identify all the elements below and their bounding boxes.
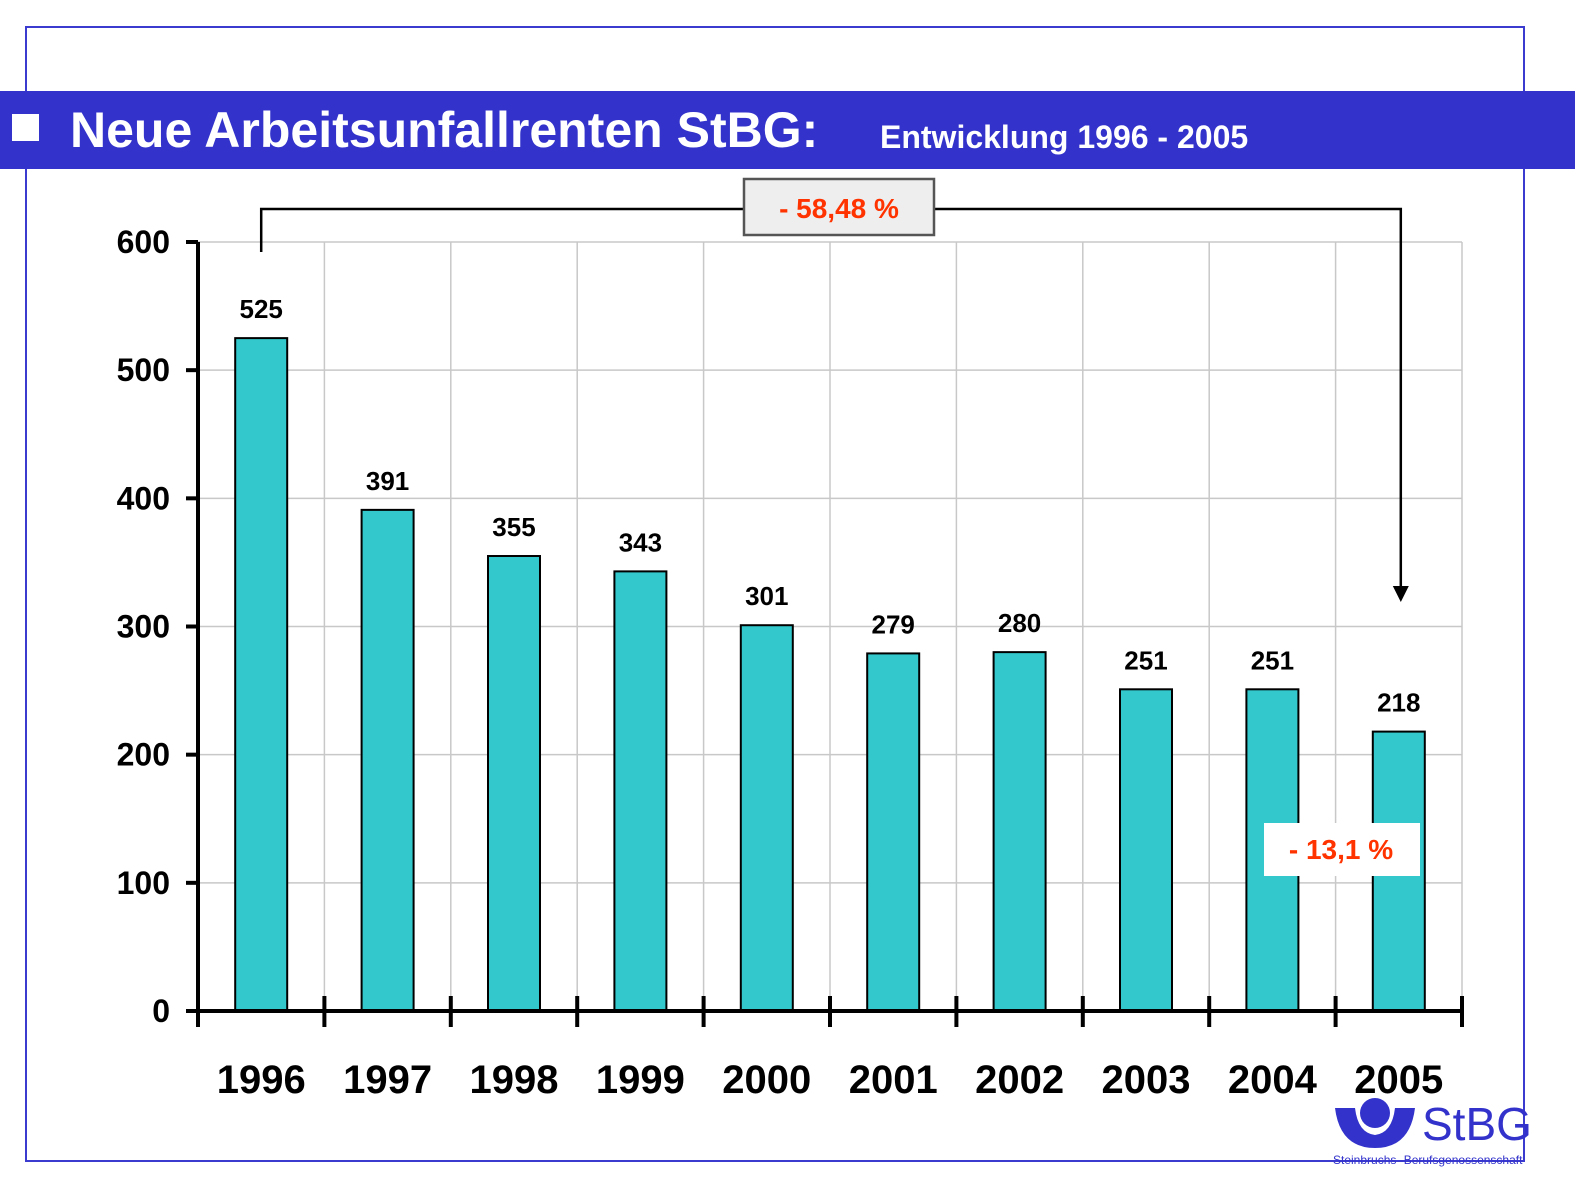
- slide-title: Neue Arbeitsunfallrenten StBG:: [70, 102, 819, 158]
- x-tick-label: 2004: [1228, 1058, 1318, 1102]
- x-tick-label: 2003: [1102, 1058, 1191, 1102]
- y-tick-label: 300: [117, 609, 170, 645]
- annotation-total-change: - 58,48 %: [779, 193, 899, 224]
- data-label: 251: [1124, 645, 1167, 675]
- data-label: 251: [1251, 645, 1294, 675]
- data-label: 391: [366, 466, 409, 496]
- y-tick-label: 200: [117, 737, 170, 773]
- y-tick-label: 100: [117, 865, 170, 901]
- arrow-head-icon: [1392, 586, 1409, 602]
- logo-emblem-icon: [1335, 1098, 1415, 1148]
- bracket-line: [259, 207, 1403, 590]
- bar-1998: [487, 555, 541, 1013]
- y-tick-label: 400: [117, 480, 170, 516]
- bar-2000: [739, 624, 794, 1012]
- bar-2001: [866, 652, 921, 1012]
- annotation-box-total: [742, 177, 936, 237]
- x-tick-label: 1996: [217, 1058, 306, 1102]
- y-tick-label: 600: [117, 224, 170, 260]
- data-label: 279: [872, 609, 915, 639]
- data-label: 525: [240, 294, 283, 324]
- bar-2002: [992, 651, 1047, 1013]
- y-tick-label: 500: [117, 352, 170, 388]
- bullet-square-icon: [12, 114, 39, 141]
- x-tick-label: 1997: [343, 1058, 432, 1102]
- data-label: 218: [1377, 688, 1420, 718]
- x-tick-label: 1999: [596, 1058, 685, 1102]
- data-label: 301: [745, 581, 788, 611]
- bar-2003: [1119, 688, 1173, 1013]
- data-label: 343: [619, 527, 662, 557]
- logo-subtitle: Steinbruchs -Berufsgenossenschaft: [1333, 1153, 1523, 1167]
- annotation-box-yearly: [1264, 823, 1420, 876]
- bar-1996: [234, 337, 289, 1012]
- y-tick-label: 0: [152, 993, 170, 1029]
- bar-1999: [613, 570, 668, 1012]
- x-tick-label: 2001: [849, 1058, 938, 1102]
- data-label: 280: [998, 608, 1041, 638]
- x-tick-label: 2002: [975, 1058, 1064, 1102]
- annotation-yearly-change: - 13,1 %: [1289, 834, 1393, 865]
- title-bar: Neue Arbeitsunfallrenten StBG: Entwicklu…: [0, 91, 1575, 169]
- x-tick-label: 2000: [722, 1058, 811, 1102]
- x-tick-label: 1998: [470, 1058, 559, 1102]
- x-tick-label: 2005: [1354, 1058, 1443, 1102]
- stbg-logo: StBG Steinbruchs -Berufsgenossenschaft: [1330, 1093, 1570, 1173]
- slide-subtitle: Entwicklung 1996 - 2005: [880, 119, 1249, 155]
- slide-frame: [25, 26, 1525, 1162]
- bar-1997: [360, 508, 415, 1012]
- data-label: 355: [492, 512, 535, 542]
- logo-text: StBG: [1422, 1098, 1532, 1150]
